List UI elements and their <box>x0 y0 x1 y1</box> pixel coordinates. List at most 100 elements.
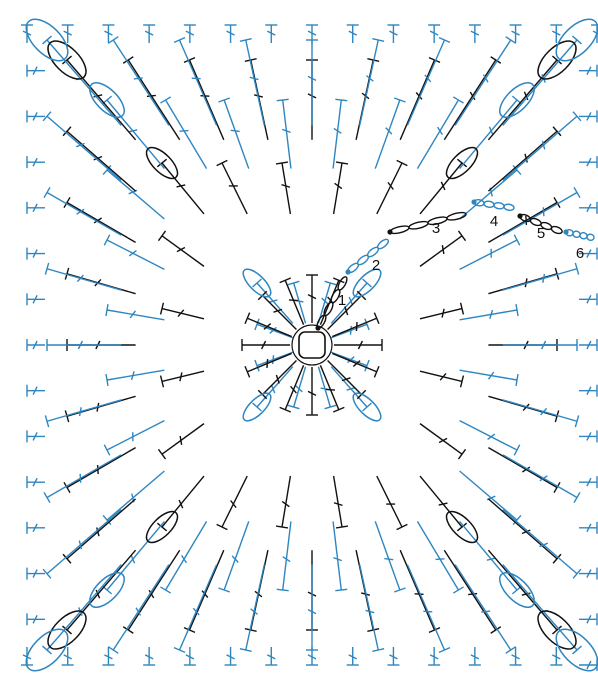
stitch-top-bar <box>552 553 562 564</box>
round-1-posts <box>241 274 383 416</box>
stitch-post <box>419 423 463 455</box>
stitch <box>122 549 181 634</box>
stitch <box>26 110 45 123</box>
stitch-post <box>46 564 122 651</box>
stitch-crossbar <box>268 299 278 303</box>
stitch-post <box>332 317 377 338</box>
stitch-post <box>332 475 343 528</box>
stitch <box>276 521 292 592</box>
stitch <box>443 549 502 634</box>
stitch-top-bar <box>239 38 252 42</box>
round-6 <box>42 35 582 655</box>
stitch-top-bar <box>287 404 300 410</box>
stitch <box>107 564 170 654</box>
round-label-3: 3 <box>432 220 440 237</box>
corner-chain-loop <box>445 510 479 544</box>
stitch-post <box>281 162 292 215</box>
stitch-crossbar <box>357 340 364 350</box>
stitch-top-bar <box>160 586 172 594</box>
stitch-post <box>112 564 170 651</box>
stitch-top-bar <box>457 448 467 460</box>
stitch-crossbar <box>586 477 592 487</box>
stitch-top-bar <box>459 375 465 388</box>
stitch <box>26 201 45 214</box>
stitch <box>63 196 136 244</box>
stitch-top-bar <box>218 97 231 103</box>
stitch-post <box>46 115 122 181</box>
stitch-crossbar <box>586 66 592 76</box>
stitch-top-bar <box>513 234 521 246</box>
stitch-crossbar <box>586 112 592 121</box>
stitch-crossbar <box>270 384 276 394</box>
stitch-post <box>419 307 463 320</box>
magic-ring-loop <box>298 331 326 359</box>
stitch-post <box>502 564 578 651</box>
stitch <box>579 156 598 169</box>
stitch-crossbar <box>525 215 528 225</box>
corner-chain-loop <box>47 40 87 80</box>
stitch-top-bar <box>554 267 560 280</box>
stitch-crossbar <box>347 356 355 364</box>
stitch-crossbar <box>307 75 317 82</box>
stitch-top-bar <box>372 648 385 652</box>
stitch-top-bar <box>122 626 134 634</box>
stitch-post <box>459 369 518 381</box>
stitch-top-bar <box>42 111 52 122</box>
stitch <box>122 56 181 141</box>
stitch <box>279 365 305 413</box>
stitch-top-bar <box>173 646 186 654</box>
stitch <box>579 430 598 443</box>
stitch-top-bar <box>61 625 73 635</box>
chain-stitch <box>446 211 467 221</box>
stitch-crossbar <box>32 569 38 578</box>
stitch <box>502 111 582 181</box>
stitch-post <box>332 99 342 169</box>
stitch-top-bar <box>43 491 51 504</box>
chain-stitch <box>337 276 348 291</box>
stitch-post <box>443 59 497 141</box>
corner-chain-loop <box>145 146 179 180</box>
chain-stitch <box>503 203 515 212</box>
stitch-post <box>256 282 294 324</box>
stitch-top-bar <box>393 587 406 593</box>
stitch-crossbar <box>78 540 83 550</box>
stitch-top-bar <box>393 97 406 103</box>
stitch-post <box>46 191 122 236</box>
stitch-crossbar <box>333 127 342 134</box>
stitch <box>487 126 562 192</box>
stitch-crossbar <box>481 610 491 613</box>
stitch-crossbar <box>415 92 423 100</box>
stitch <box>143 24 156 43</box>
stitch-crossbar <box>365 75 374 82</box>
stitch-top-bar <box>173 36 186 44</box>
stitch <box>319 365 345 413</box>
corner-chain-loop <box>499 572 535 608</box>
stitch-post <box>46 399 122 422</box>
stitch-crossbar <box>129 310 137 319</box>
stitch-crossbar <box>77 340 84 350</box>
stitch <box>332 312 380 338</box>
stitch-top-bar <box>43 186 51 199</box>
stitch-post <box>178 564 218 651</box>
stitch <box>487 549 563 635</box>
stitch <box>502 399 580 428</box>
stitch-post <box>164 521 208 591</box>
stitch-crossbar <box>540 407 548 416</box>
stitch-crossbar <box>424 74 432 83</box>
corner-chain-loop <box>242 268 272 298</box>
stitch-post <box>332 352 377 373</box>
stitch-crossbar <box>524 153 528 163</box>
round-label-2: 2 <box>372 257 380 274</box>
stitch-crossbar <box>76 208 85 215</box>
stitch <box>224 647 237 666</box>
stitch <box>306 274 318 323</box>
stitch-top-bar <box>42 645 52 655</box>
round-4 <box>101 95 523 595</box>
corner-chain-loop <box>499 82 535 118</box>
stitch-post <box>502 509 578 575</box>
corner-chain-loop <box>25 628 69 672</box>
stitch-post <box>374 521 401 591</box>
stitch-crossbar <box>346 387 356 391</box>
stitch-top-bar <box>490 56 502 64</box>
stitch <box>157 423 205 460</box>
